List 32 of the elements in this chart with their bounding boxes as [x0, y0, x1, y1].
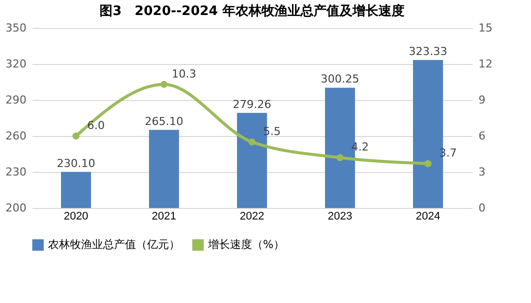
y-tick-label: 320 — [6, 58, 26, 70]
y-tick-label: 290 — [6, 94, 26, 106]
y2-tick-label: 3 — [478, 166, 486, 178]
chart-title: 图3 2020--2024 年农林牧渔业总产值及增长速度 — [100, 3, 404, 19]
point — [160, 80, 168, 88]
x-tick-label: 2023 — [328, 210, 352, 222]
data-label: 323.33 — [408, 45, 448, 58]
y2-tick-label: 12 — [478, 58, 492, 70]
x-tick-label: 2022 — [240, 210, 264, 222]
point — [248, 138, 256, 146]
y2-tick-label: 6 — [478, 130, 486, 142]
y-tick-label: 230 — [6, 166, 26, 178]
y2-tick-label: 0 — [478, 202, 486, 214]
point — [424, 160, 432, 168]
legend-label: 增长速度（%） — [207, 238, 284, 251]
point — [72, 132, 80, 140]
data-label: 300.25 — [320, 72, 360, 86]
y-tick-label: 350 — [6, 22, 26, 34]
y2-tick-label: 9 — [478, 94, 486, 106]
data-label: 279.26 — [232, 98, 272, 111]
y2-tick-label: 15 — [478, 22, 492, 34]
x-tick-label: 2021 — [152, 210, 176, 222]
x-tick-label: 2020 — [64, 210, 88, 222]
x-tick-label: 2024 — [416, 210, 440, 222]
data-label: 6.0 — [87, 119, 105, 132]
y-tick-label: 200 — [6, 202, 26, 214]
data-label: 265.10 — [144, 114, 184, 128]
point — [336, 154, 344, 162]
data-label: 230.10 — [56, 156, 96, 170]
data-label: 10.3 — [172, 67, 196, 80]
legend-label: 农林牧渔业总产值（亿元） — [48, 238, 180, 251]
y-tick-label: 260 — [6, 130, 26, 142]
